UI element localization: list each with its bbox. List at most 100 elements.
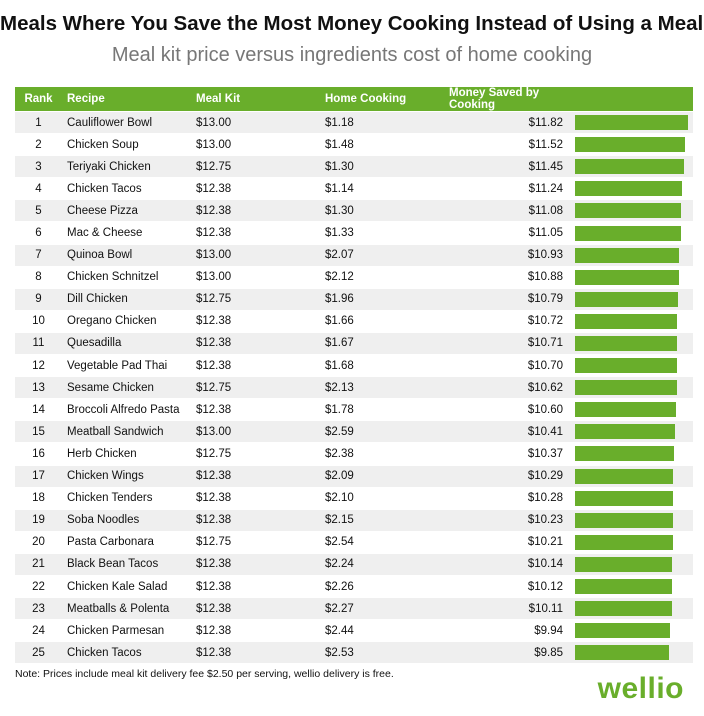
money-saved-cell: $10.28 (445, 486, 573, 510)
bar-cell (573, 486, 693, 510)
money-saved-cell: $10.23 (445, 508, 573, 532)
savings-bar (575, 181, 682, 197)
rank-cell: 24 (15, 619, 62, 642)
recipe-cell: Chicken Tacos (62, 177, 192, 200)
rank-cell: 21 (15, 552, 62, 576)
bar-cell (573, 530, 693, 554)
table-row: 10 Oregano Chicken $12.38 $1.66 $10.72 (15, 309, 693, 333)
savings-table: Rank Recipe Meal Kit Home Cooking Money … (15, 87, 693, 664)
recipe-cell: Meatballs & Polenta (62, 597, 192, 620)
recipe-cell: Meatball Sandwich (62, 420, 192, 443)
money-saved-cell: $10.29 (445, 464, 573, 488)
header-money-saved: Money Saved by Cooking (445, 87, 573, 112)
home-cooking-cell: $2.27 (321, 597, 445, 620)
money-saved-cell: $10.12 (445, 574, 573, 598)
bar-cell (573, 133, 693, 156)
meal-kit-cell: $12.38 (192, 486, 321, 510)
money-saved-cell: $11.82 (445, 110, 573, 134)
recipe-cell: Pasta Carbonara (62, 530, 192, 554)
meal-kit-cell: $12.38 (192, 354, 321, 377)
money-saved-cell: $10.62 (445, 376, 573, 399)
meal-kit-cell: $12.38 (192, 464, 321, 488)
savings-bar (575, 446, 674, 462)
home-cooking-cell: $2.15 (321, 508, 445, 532)
bar-cell (573, 508, 693, 532)
meal-kit-cell: $12.75 (192, 530, 321, 554)
home-cooking-cell: $2.44 (321, 619, 445, 642)
meal-kit-cell: $13.00 (192, 133, 321, 156)
home-cooking-cell: $1.30 (321, 199, 445, 222)
meal-kit-cell: $12.38 (192, 552, 321, 576)
home-cooking-cell: $1.48 (321, 133, 445, 156)
bar-cell (573, 574, 693, 598)
table-row: 16 Herb Chicken $12.75 $2.38 $10.37 (15, 442, 693, 465)
recipe-cell: Vegetable Pad Thai (62, 354, 192, 377)
money-saved-cell: $10.11 (445, 597, 573, 620)
table-row: 8 Chicken Schnitzel $13.00 $2.12 $10.88 (15, 265, 693, 289)
money-saved-cell: $10.79 (445, 287, 573, 311)
rank-cell: 15 (15, 420, 62, 443)
money-saved-cell: $10.70 (445, 354, 573, 377)
header-rank: Rank (15, 87, 62, 112)
home-cooking-cell: $2.10 (321, 486, 445, 510)
bar-cell (573, 155, 693, 178)
table-row: 20 Pasta Carbonara $12.75 $2.54 $10.21 (15, 530, 693, 554)
rank-cell: 8 (15, 265, 62, 289)
bar-cell (573, 177, 693, 200)
meal-kit-cell: $12.38 (192, 508, 321, 532)
meal-kit-cell: $12.38 (192, 641, 321, 664)
table-row: 3 Teriyaki Chicken $12.75 $1.30 $11.45 (15, 155, 693, 178)
table-row: 2 Chicken Soup $13.00 $1.48 $11.52 (15, 133, 693, 156)
savings-bar (575, 159, 684, 175)
bar-cell (573, 420, 693, 443)
table-row: 23 Meatballs & Polenta $12.38 $2.27 $10.11 (15, 597, 693, 620)
rank-cell: 25 (15, 641, 62, 664)
meal-kit-cell: $13.00 (192, 110, 321, 134)
rank-cell: 23 (15, 597, 62, 620)
money-saved-cell: $10.93 (445, 243, 573, 267)
bar-cell (573, 243, 693, 267)
savings-bar (575, 468, 673, 484)
table-row: 22 Chicken Kale Salad $12.38 $2.26 $10.12 (15, 574, 693, 598)
table-row: 24 Chicken Parmesan $12.38 $2.44 $9.94 (15, 619, 693, 642)
savings-bar (575, 579, 672, 595)
rank-cell: 2 (15, 133, 62, 156)
money-saved-cell: $10.71 (445, 331, 573, 355)
table-row: 9 Dill Chicken $12.75 $1.96 $10.79 (15, 287, 693, 311)
money-saved-cell: $11.08 (445, 199, 573, 222)
rank-cell: 6 (15, 221, 62, 245)
rank-cell: 12 (15, 354, 62, 377)
meal-kit-cell: $12.38 (192, 574, 321, 598)
money-saved-cell: $10.60 (445, 398, 573, 421)
bar-cell (573, 354, 693, 377)
table-row: 11 Quesadilla $12.38 $1.67 $10.71 (15, 331, 693, 355)
recipe-cell: Black Bean Tacos (62, 552, 192, 576)
money-saved-cell: $10.88 (445, 265, 573, 289)
meal-kit-cell: $13.00 (192, 265, 321, 289)
home-cooking-cell: $2.53 (321, 641, 445, 664)
savings-bar (575, 335, 677, 351)
home-cooking-cell: $2.26 (321, 574, 445, 598)
savings-bar (575, 137, 685, 153)
savings-bar (575, 534, 673, 550)
savings-bar (575, 623, 670, 639)
home-cooking-cell: $2.59 (321, 420, 445, 443)
meal-kit-cell: $12.38 (192, 309, 321, 333)
bar-cell (573, 619, 693, 642)
home-cooking-cell: $2.07 (321, 243, 445, 267)
bar-cell (573, 552, 693, 576)
rank-cell: 20 (15, 530, 62, 554)
rank-cell: 17 (15, 464, 62, 488)
home-cooking-cell: $1.68 (321, 354, 445, 377)
home-cooking-cell: $2.13 (321, 376, 445, 399)
meal-kit-cell: $12.75 (192, 155, 321, 178)
home-cooking-cell: $1.78 (321, 398, 445, 421)
money-saved-cell: $11.05 (445, 221, 573, 245)
recipe-cell: Oregano Chicken (62, 309, 192, 333)
recipe-cell: Chicken Wings (62, 464, 192, 488)
table-row: 4 Chicken Tacos $12.38 $1.14 $11.24 (15, 177, 693, 200)
recipe-cell: Chicken Soup (62, 133, 192, 156)
money-saved-cell: $10.21 (445, 530, 573, 554)
meal-kit-cell: $12.75 (192, 376, 321, 399)
table-row: 25 Chicken Tacos $12.38 $2.53 $9.85 (15, 641, 693, 664)
